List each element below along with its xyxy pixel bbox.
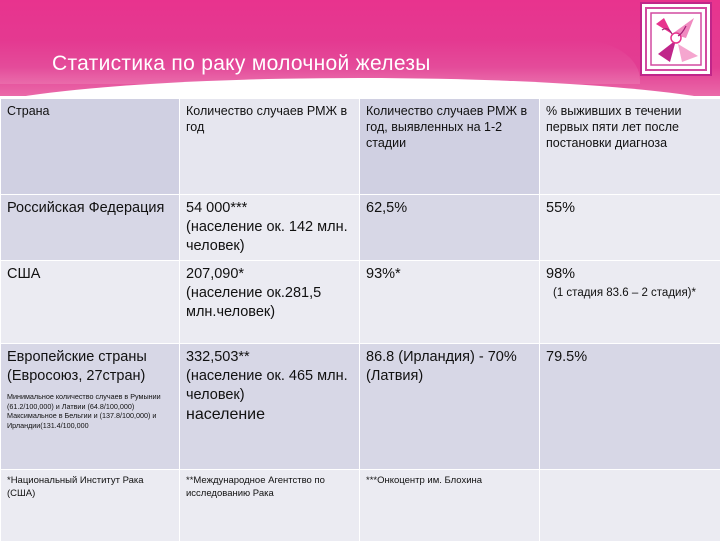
footnote-row: *Национальный Институт Рака (США) **Межд… [1,470,720,542]
column-header: Страна [1,99,180,195]
table-row: США 207,090* (население ок.281,5 млн.чел… [1,261,720,344]
cases-value: 332,503** [186,349,250,365]
cases-cell: 332,503** (население ок. 465 млн. челове… [180,344,360,470]
early-stage-cell: 62,5% [360,195,540,261]
cases-value: 207,090* [186,266,244,282]
early-stage-cell: 93%* [360,261,540,344]
survival-cell: 55% [540,195,720,261]
country-cell: США [1,261,180,344]
cases-note: (население ок.281,5 млн.человек) [186,285,321,320]
statistics-table: Страна Количество случаев РМЖ в год Коли… [0,98,720,542]
country-note: Минимальное количество случаев в Румынии… [7,392,173,430]
page-title: Статистика по раку молочной железы [52,52,431,76]
cases-cell: 54 000*** (население ок. 142 млн. челове… [180,195,360,261]
cases-note: (население ок. 142 млн. человек) [186,219,348,254]
table-header-row: Страна Количество случаев РМЖ в год Коли… [1,99,720,195]
table-row: Европейские страны (Евросоюз, 27стран) М… [1,344,720,470]
footnote-cell [540,470,720,542]
column-header: Количество случаев РМЖ в год, выявленных… [360,99,540,195]
country-cell: Российская Федерация [1,195,180,261]
country-name: Европейские страны (Евросоюз, 27стран) [7,349,147,384]
cases-cell: 207,090* (население ок.281,5 млн.человек… [180,261,360,344]
footnote-cell: **Международное Агентство по исследовани… [180,470,360,542]
cases-extra: население [186,406,265,423]
cases-value: 54 000*** [186,200,247,216]
column-header: % выживших в течении первых пяти лет пос… [540,99,720,195]
table-row: Российская Федерация 54 000*** (населени… [1,195,720,261]
hands-logo-icon [640,2,712,76]
column-header: Количество случаев РМЖ в год [180,99,360,195]
footnote-cell: *Национальный Институт Рака (США) [1,470,180,542]
slide-header: Статистика по раку молочной железы [0,0,720,96]
early-stage-cell: 86.8 (Ирландия) - 70% (Латвия) [360,344,540,470]
survival-note: (1 стадия 83.6 – 2 стадия)* [546,286,714,301]
survival-cell: 98% (1 стадия 83.6 – 2 стадия)* [540,261,720,344]
cases-note: (население ок. 465 млн. человек) [186,368,348,403]
survival-cell: 79.5% [540,344,720,470]
survival-value: 98% [546,266,575,282]
country-cell: Европейские страны (Евросоюз, 27стран) М… [1,344,180,470]
footnote-cell: ***Онкоцентр им. Блохина [360,470,540,542]
